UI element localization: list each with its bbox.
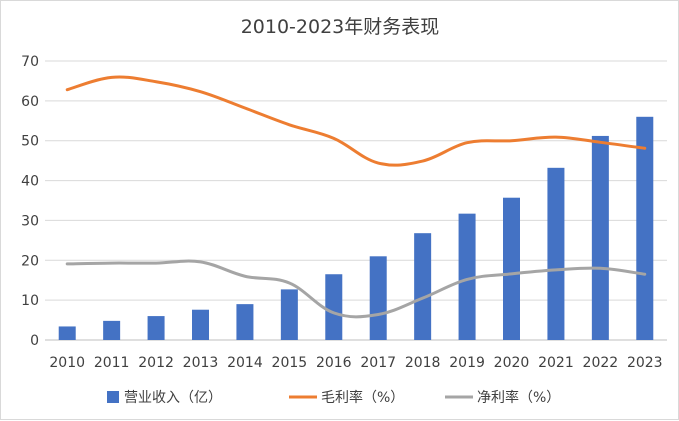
- y-tick-label: 0: [30, 333, 39, 349]
- bar-revenue-2014: [236, 304, 254, 340]
- y-tick-label: 20: [21, 253, 39, 269]
- x-tick-label: 2010: [49, 355, 85, 371]
- x-tick-label: 2016: [316, 355, 352, 371]
- legend-label: 毛利率（%）: [321, 389, 404, 406]
- legend-swatch-bar: [107, 391, 119, 403]
- y-tick-label: 70: [21, 54, 39, 70]
- bar-revenue-2019: [458, 213, 476, 340]
- bar-revenue-2011: [103, 320, 121, 340]
- gridlines: [45, 60, 667, 341]
- y-tick-labels: 0 10 20 30 40 50 60 70: [21, 54, 39, 349]
- bar-revenue-2020: [503, 197, 520, 340]
- x-tick-label: 2013: [183, 355, 219, 371]
- chart-title: 2010-2023年财务表现: [241, 16, 440, 38]
- line-gross-margin: [65, 75, 647, 167]
- y-tick-label: 40: [21, 174, 39, 190]
- bar-revenue-2016: [325, 274, 343, 340]
- line-series: [65, 75, 647, 319]
- bar-revenue-2023: [636, 116, 654, 340]
- bar-revenue-2021: [547, 167, 565, 340]
- legend-label: 净利率（%）: [477, 389, 560, 406]
- bar-revenue-2022: [591, 135, 609, 340]
- bar-series: [58, 116, 654, 340]
- x-tick-label: 2015: [272, 355, 308, 371]
- legend-label: 营业收入（亿）: [124, 390, 222, 406]
- x-tick-label: 2011: [94, 355, 130, 371]
- x-tick-label: 2017: [360, 355, 396, 371]
- x-tick-labels: 2010 2011 2012 2013 2014 2015 2016 2017 2018 2019…: [49, 355, 662, 371]
- legend: 营业收入（亿） 毛利率（%） 净利率（%）: [107, 389, 560, 406]
- bar-revenue-2013: [192, 309, 209, 340]
- y-tick-label: 10: [21, 293, 39, 309]
- x-tick-label: 2023: [627, 355, 663, 371]
- x-tick-label: 2014: [227, 355, 263, 371]
- x-tick-label: 2022: [583, 355, 619, 371]
- line-net-margin: [65, 259, 647, 319]
- bar-revenue-2012: [147, 316, 165, 340]
- y-tick-label: 50: [21, 134, 39, 150]
- x-tick-label: 2018: [405, 355, 441, 371]
- y-tick-label: 30: [21, 213, 39, 229]
- bar-revenue-2015: [280, 289, 298, 340]
- x-tick-label: 2012: [138, 355, 174, 371]
- bar-revenue-2018: [414, 233, 432, 340]
- x-tick-label: 2021: [538, 355, 574, 371]
- bar-revenue-2010: [58, 326, 76, 340]
- x-tick-label: 2020: [494, 355, 530, 371]
- bar-revenue-2017: [369, 256, 387, 340]
- x-tick-label: 2019: [449, 355, 485, 371]
- y-tick-label: 60: [21, 94, 39, 110]
